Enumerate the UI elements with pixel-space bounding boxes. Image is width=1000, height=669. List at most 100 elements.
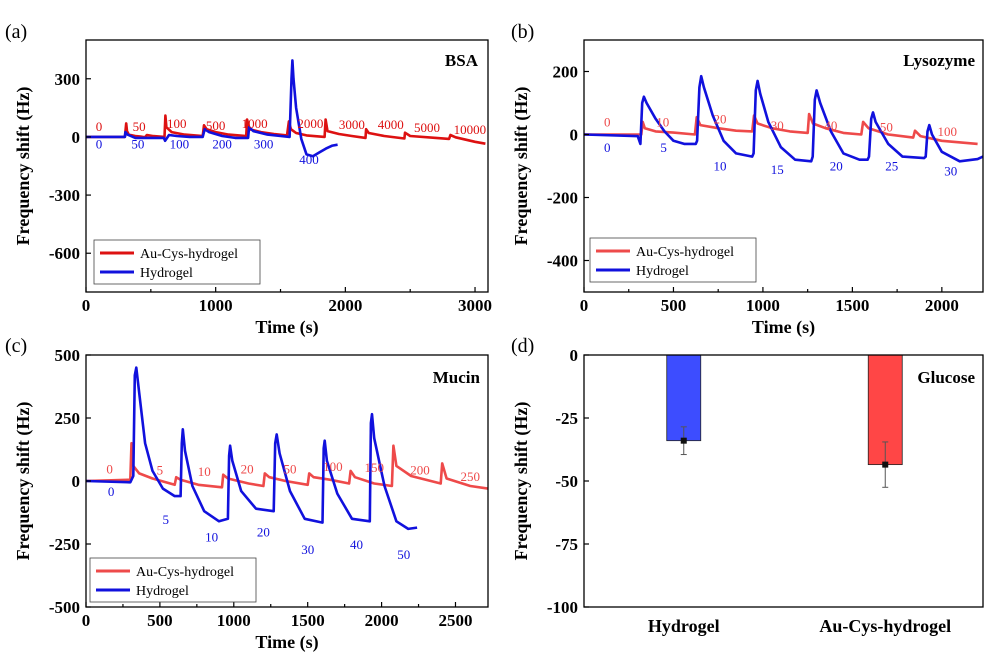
series-line-au-cys-hydrogel xyxy=(86,441,488,490)
concentration-label: 0 xyxy=(108,484,115,499)
series-line-au-cys-hydrogel xyxy=(584,112,978,146)
concentration-label: 0 xyxy=(96,137,103,152)
y-tick-label: 0 xyxy=(72,472,81,491)
concentration-label: 100 xyxy=(167,116,187,131)
x-tick-label: 1000 xyxy=(199,296,233,315)
y-tick-label: -75 xyxy=(555,535,578,554)
concentration-label: 30 xyxy=(301,542,314,557)
concentration-label: 20 xyxy=(713,111,726,126)
y-axis-title: Frequency shift (Hz) xyxy=(13,402,34,561)
panel-name: BSA xyxy=(445,51,479,70)
concentration-label: 250 xyxy=(461,469,481,484)
concentration-label: 1000 xyxy=(242,116,268,131)
y-tick-label: 0 xyxy=(72,128,81,147)
panel-tag: (a) xyxy=(5,21,27,43)
concentration-label: 5 xyxy=(163,512,170,527)
concentration-label: 0 xyxy=(604,115,611,130)
concentration-label: 2000 xyxy=(297,116,323,131)
x-tick-label: 2000 xyxy=(365,611,399,630)
x-tick-label: 2500 xyxy=(438,611,472,630)
x-tick-label: 0 xyxy=(580,296,589,315)
x-tick-label: 2000 xyxy=(925,296,959,315)
concentration-label: 10 xyxy=(198,464,211,479)
concentration-label: 300 xyxy=(254,137,274,152)
concentration-label: 400 xyxy=(299,152,319,167)
x-tick-label: 1000 xyxy=(746,296,780,315)
y-tick-label: -400 xyxy=(547,252,578,271)
concentration-label: 20 xyxy=(241,461,254,476)
plot-frame xyxy=(583,354,984,608)
y-tick-label: 0 xyxy=(570,346,579,365)
legend-box xyxy=(89,557,257,603)
concentration-label: 30 xyxy=(944,163,957,178)
panel-name: Glucose xyxy=(917,368,975,387)
legend-label: Hydrogel xyxy=(140,266,193,281)
y-tick-label: -200 xyxy=(547,189,578,208)
legend-box xyxy=(93,239,261,285)
legend-box xyxy=(589,237,757,283)
concentration-label: 10 xyxy=(205,529,218,544)
concentration-label: 10000 xyxy=(454,122,487,137)
y-tick-label: 300 xyxy=(55,70,81,89)
y-tick-label: -100 xyxy=(547,598,578,617)
panel-tag: (c) xyxy=(5,335,27,357)
panel-tag: (d) xyxy=(511,335,534,357)
y-tick-label: 500 xyxy=(55,346,81,365)
concentration-label: 0 xyxy=(106,461,113,476)
y-tick-label: -50 xyxy=(555,472,578,491)
category-label: Au-Cys-hydrogel xyxy=(819,616,951,636)
concentration-label: 10 xyxy=(656,115,669,130)
concentration-label: 200 xyxy=(212,137,232,152)
x-tick-label: 3000 xyxy=(458,296,492,315)
concentration-label: 0 xyxy=(604,140,611,155)
concentration-label: 3000 xyxy=(339,117,365,132)
concentration-label: 10 xyxy=(713,159,726,174)
concentration-label: 20 xyxy=(830,159,843,174)
concentration-label: 5 xyxy=(157,463,164,478)
series-line-hydrogel xyxy=(86,366,418,531)
x-tick-label: 1500 xyxy=(291,611,325,630)
series-line-hydrogel xyxy=(584,74,983,163)
y-tick-label: 200 xyxy=(553,63,579,82)
panel-name: Lysozyme xyxy=(903,51,975,70)
mean-marker xyxy=(882,461,889,468)
concentration-label: 15 xyxy=(771,162,784,177)
mean-marker xyxy=(680,437,687,444)
concentration-label: 50 xyxy=(283,461,296,476)
concentration-label: 100 xyxy=(170,137,190,152)
legend-label: Hydrogel xyxy=(636,264,689,279)
concentration-label: 5000 xyxy=(414,120,440,135)
plot-frame xyxy=(583,39,984,293)
series-line-hydrogel xyxy=(86,59,338,158)
legend-label: Hydrogel xyxy=(136,584,189,599)
series-line-au-cys-hydrogel xyxy=(86,114,486,145)
panel-d-glucose: Hydrogel Au-Cys-hydrogel 0 -25 -50 -75 -100 Fre… xyxy=(511,335,984,636)
legend-label: Au-Cys-hydrogel xyxy=(140,247,238,262)
x-tick-label: 0 xyxy=(82,611,91,630)
concentration-label: 100 xyxy=(323,459,343,474)
y-tick-label: -250 xyxy=(49,535,80,554)
concentration-label: 0 xyxy=(96,119,103,134)
x-tick-label: 2000 xyxy=(328,296,362,315)
y-axis-title: Frequency shift (Hz) xyxy=(511,87,532,246)
x-axis-title: Time (s) xyxy=(752,317,815,338)
concentration-label: 150 xyxy=(364,460,384,475)
concentration-label: 500 xyxy=(206,118,226,133)
legend-label: Au-Cys-hydrogel xyxy=(136,565,234,580)
concentration-label: 5 xyxy=(660,140,667,155)
concentration-label: 50 xyxy=(133,119,146,134)
concentration-label: 200 xyxy=(410,463,430,478)
legend-label: Au-Cys-hydrogel xyxy=(636,245,734,260)
plot-frame xyxy=(85,39,489,293)
y-tick-label: -300 xyxy=(49,186,80,205)
x-tick-label: 500 xyxy=(147,611,173,630)
y-tick-label: -600 xyxy=(49,244,80,263)
y-tick-label: 250 xyxy=(55,409,81,428)
concentration-label: 50 xyxy=(397,547,410,562)
x-tick-label: 1000 xyxy=(217,611,251,630)
x-tick-label: 1500 xyxy=(835,296,869,315)
y-tick-label: 0 xyxy=(570,126,579,145)
